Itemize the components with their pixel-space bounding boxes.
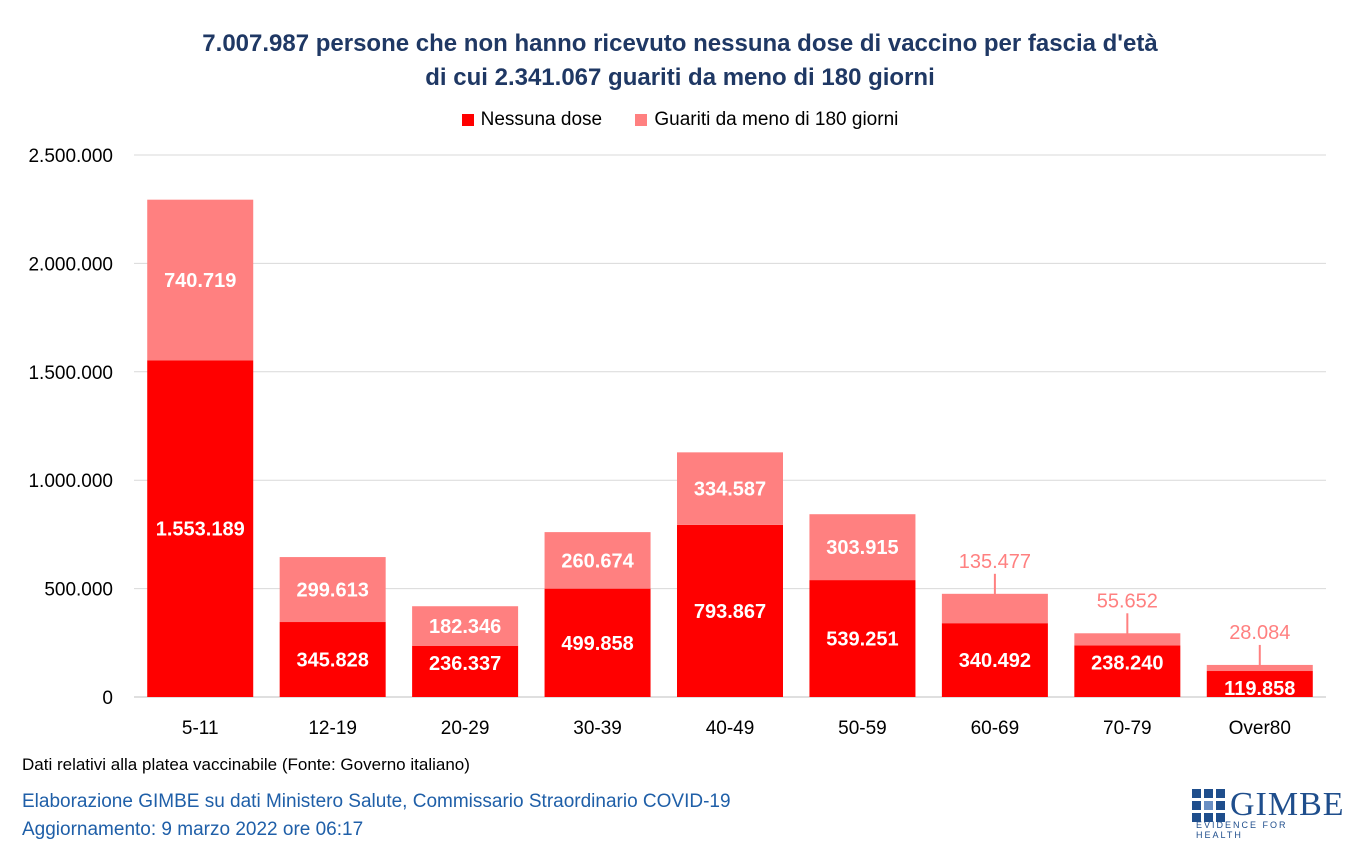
- y-tick-label: 500.000: [44, 580, 113, 601]
- gimbe-logo: GIMBE EVIDENCE FOR HEALTH: [1192, 786, 1344, 840]
- y-tick-label: 0: [102, 688, 113, 709]
- data-label-nessuna-dose: 539.251: [826, 629, 898, 651]
- data-label-guariti: 303.915: [826, 537, 898, 559]
- data-label-guariti: 28.084: [1229, 622, 1290, 644]
- bar-nessuna-dose: [1074, 645, 1181, 697]
- data-label-nessuna-dose: 793.867: [694, 601, 766, 623]
- y-tick-label: 2.000.000: [28, 254, 113, 275]
- x-tick-label: Over80: [1229, 718, 1291, 739]
- legend-label-nessuna-dose: Nessuna dose: [480, 109, 603, 130]
- bar-nessuna-dose: [941, 623, 1048, 697]
- bar-nessuna-dose: [412, 645, 519, 697]
- x-tick-label: 40-49: [706, 718, 755, 739]
- legend-swatch-guariti: [635, 114, 648, 126]
- bar-nessuna-dose: [1206, 671, 1313, 697]
- legend: Nessuna dose Guariti da meno di 180 gior…: [0, 109, 1360, 132]
- x-tick-label: 20-29: [441, 718, 490, 739]
- x-tick-label: 60-69: [971, 718, 1020, 739]
- bar-guariti: [677, 452, 783, 525]
- bar-guariti: [412, 606, 519, 646]
- y-tick-label: 2.500.000: [28, 146, 113, 167]
- legend-item-guariti: Guariti da meno di 180 giorni: [635, 109, 898, 131]
- legend-item-nessuna-dose: Nessuna dose: [461, 109, 603, 131]
- bar-nessuna-dose: [147, 360, 254, 697]
- x-tick-label: 50-59: [838, 718, 887, 739]
- data-label-nessuna-dose: 238.240: [1091, 652, 1163, 674]
- credit-line-1: Elaborazione GIMBE su dati Ministero Sal…: [22, 791, 731, 812]
- bar-nessuna-dose: [809, 580, 916, 697]
- legend-swatch-nessuna-dose: [461, 114, 474, 126]
- bar-guariti: [147, 199, 254, 361]
- data-label-nessuna-dose: 345.828: [297, 650, 369, 672]
- title-line-2: di cui 2.341.067 guariti da meno di 180 …: [425, 64, 935, 91]
- title-line-1: 7.007.987 persone che non hanno ricevuto…: [202, 30, 1158, 57]
- credits: Elaborazione GIMBE su dati Ministero Sal…: [22, 788, 731, 844]
- bar-nessuna-dose: [677, 524, 783, 697]
- y-tick-label: 1.000.000: [28, 471, 113, 492]
- legend-label-guariti: Guariti da meno di 180 giorni: [654, 109, 899, 130]
- logo-grid-icon: [1192, 789, 1225, 822]
- data-label-guariti: 299.613: [297, 580, 369, 602]
- data-label-guariti: 334.587: [694, 479, 766, 501]
- bar-guariti: [544, 532, 651, 589]
- source-note: Dati relativi alla platea vaccinabile (F…: [22, 755, 470, 774]
- logo-tagline: EVIDENCE FOR HEALTH: [1196, 820, 1288, 840]
- bar-nessuna-dose: [279, 622, 386, 697]
- x-tick-label: 12-19: [308, 718, 357, 739]
- data-label-nessuna-dose: 1.553.189: [156, 519, 245, 541]
- data-label-guariti: 740.719: [164, 270, 236, 292]
- bar-guariti: [809, 514, 916, 581]
- data-label-guariti: 55.652: [1097, 590, 1158, 612]
- chart-title: 7.007.987 persone che non hanno ricevuto…: [0, 27, 1360, 95]
- y-tick-label: 1.500.000: [28, 363, 113, 384]
- x-tick-label: 70-79: [1103, 718, 1152, 739]
- data-label-nessuna-dose: 499.858: [561, 633, 633, 655]
- x-tick-label: 5-11: [182, 718, 219, 739]
- data-label-guariti: 260.674: [561, 550, 634, 572]
- bar-guariti: [279, 557, 386, 623]
- data-label-guariti: 135.477: [959, 551, 1031, 573]
- logo-wordmark: GIMBE: [1230, 786, 1345, 823]
- data-label-guariti: 182.346: [429, 616, 501, 638]
- data-label-nessuna-dose: 236.337: [429, 653, 501, 675]
- data-label-nessuna-dose: 340.492: [959, 650, 1031, 672]
- bar-nessuna-dose: [544, 588, 651, 697]
- credit-line-2: Aggiornamento: 9 marzo 2022 ore 06:17: [22, 819, 364, 840]
- x-tick-label: 30-39: [573, 718, 622, 739]
- data-label-nessuna-dose: 119.858: [1224, 678, 1295, 700]
